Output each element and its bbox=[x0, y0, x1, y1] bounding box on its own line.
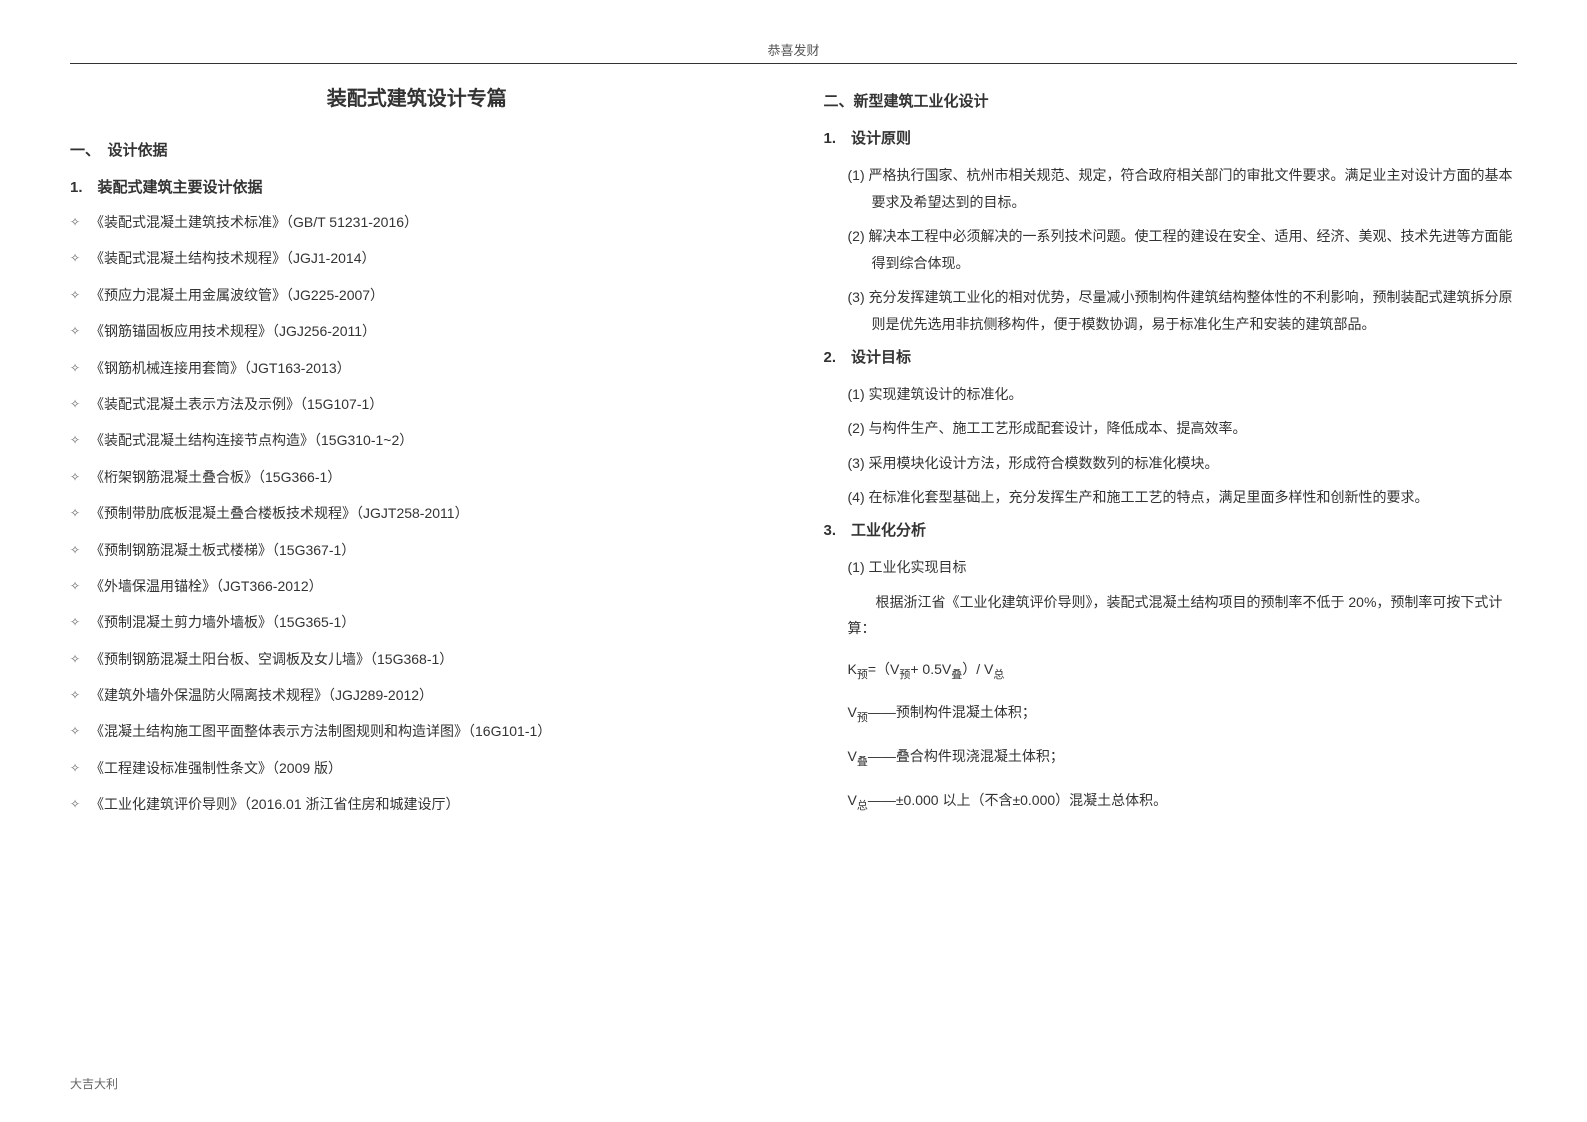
reference-item: 《钢筋机械连接用套筒》（JGT163-2013） bbox=[70, 357, 764, 379]
left-column: 装配式建筑设计专篇 一、 设计依据 1. 装配式建筑主要设计依据 《装配式混凝土… bbox=[70, 82, 764, 830]
references-list: 《装配式混凝土建筑技术标准》（GB/T 51231-2016） 《装配式混凝土结构… bbox=[70, 211, 764, 816]
section-2-heading: 二、新型建筑工业化设计 bbox=[824, 90, 1518, 111]
goal-item: (4) 在标准化套型基础上，充分发挥生产和施工工艺的特点，满足里面多样性和创新性… bbox=[824, 484, 1518, 511]
reference-item: 《混凝土结构施工图平面整体表示方法制图规则和构造详图》（16G101-1） bbox=[70, 720, 764, 742]
definition-v-yu: V预——预制构件混凝土体积； bbox=[824, 699, 1518, 729]
reference-item: 《预应力混凝土用金属波纹管》（JG225-2007） bbox=[70, 284, 764, 306]
reference-item: 《装配式混凝土表示方法及示例》（15G107-1） bbox=[70, 393, 764, 415]
definition-v-die: V叠——叠合构件现浇混凝土体积； bbox=[824, 743, 1518, 773]
page-header: 恭喜发财 bbox=[70, 40, 1517, 64]
reference-item: 《外墙保温用锚栓》（JGT366-2012） bbox=[70, 575, 764, 597]
principle-item: (3) 充分发挥建筑工业化的相对优势，尽量减小预制构件建筑结构整体性的不利影响，… bbox=[824, 284, 1518, 337]
principles-list: (1) 严格执行国家、杭州市相关规范、规定，符合政府相关部门的审批文件要求。满足… bbox=[824, 162, 1518, 338]
reference-item: 《预制带肋底板混凝土叠合楼板技术规程》（JGJT258-2011） bbox=[70, 502, 764, 524]
goal-item: (3) 采用模块化设计方法，形成符合模数数列的标准化模块。 bbox=[824, 450, 1518, 477]
reference-item: 《装配式混凝土建筑技术标准》（GB/T 51231-2016） bbox=[70, 211, 764, 233]
design-goals-heading: 2. 设计目标 bbox=[824, 346, 1518, 367]
right-column: 二、新型建筑工业化设计 1. 设计原则 (1) 严格执行国家、杭州市相关规范、规… bbox=[824, 82, 1518, 830]
reference-item: 《桁架钢筋混凝土叠合板》（15G366-1） bbox=[70, 466, 764, 488]
principle-item: (2) 解决本工程中必须解决的一系列技术问题。使工程的建设在安全、适用、经济、美… bbox=[824, 223, 1518, 276]
reference-item: 《装配式混凝土结构技术规程》（JGJ1-2014） bbox=[70, 247, 764, 269]
section-1-1-heading: 1. 装配式建筑主要设计依据 bbox=[70, 176, 764, 197]
reference-item: 《预制钢筋混凝土板式楼梯》（15G367-1） bbox=[70, 539, 764, 561]
goals-list: (1) 实现建筑设计的标准化。 (2) 与构件生产、施工工艺形成配套设计，降低成本… bbox=[824, 381, 1518, 511]
analysis-paragraph: 根据浙江省《工业化建筑评价导则》，装配式混凝土结构项目的预制率不低于 20%，预… bbox=[824, 589, 1518, 642]
principle-item: (1) 严格执行国家、杭州市相关规范、规定，符合政府相关部门的审批文件要求。满足… bbox=[824, 162, 1518, 215]
reference-item: 《钢筋锚固板应用技术规程》（JGJ256-2011） bbox=[70, 320, 764, 342]
design-principles-heading: 1. 设计原则 bbox=[824, 127, 1518, 148]
formula-k: K预=（V预+ 0.5V叠）/ V总 bbox=[824, 656, 1518, 686]
analysis-subhead: (1) 工业化实现目标 bbox=[824, 554, 1518, 581]
section-1-heading: 一、 设计依据 bbox=[70, 139, 764, 160]
reference-item: 《预制混凝土剪力墙外墙板》（15G365-1） bbox=[70, 611, 764, 633]
reference-item: 《建筑外墙外保温防火隔离技术规程》（JGJ289-2012） bbox=[70, 684, 764, 706]
reference-item: 《预制钢筋混凝土阳台板、空调板及女儿墙》（15G368-1） bbox=[70, 648, 764, 670]
reference-item: 《工业化建筑评价导则》（2016.01 浙江省住房和城建设厅） bbox=[70, 793, 764, 815]
goal-item: (1) 实现建筑设计的标准化。 bbox=[824, 381, 1518, 408]
document-title: 装配式建筑设计专篇 bbox=[70, 82, 764, 111]
reference-item: 《装配式混凝土结构连接节点构造》（15G310-1~2） bbox=[70, 429, 764, 451]
goal-item: (2) 与构件生产、施工工艺形成配套设计，降低成本、提高效率。 bbox=[824, 415, 1518, 442]
reference-item: 《工程建设标准强制性条文》（2009 版） bbox=[70, 757, 764, 779]
definition-v-zong: V总——±0.000 以上（不含±0.000）混凝土总体积。 bbox=[824, 787, 1518, 817]
page-footer: 大吉大利 bbox=[70, 1075, 118, 1092]
industrial-analysis-heading: 3. 工业化分析 bbox=[824, 519, 1518, 540]
page-content: 装配式建筑设计专篇 一、 设计依据 1. 装配式建筑主要设计依据 《装配式混凝土… bbox=[70, 82, 1517, 830]
